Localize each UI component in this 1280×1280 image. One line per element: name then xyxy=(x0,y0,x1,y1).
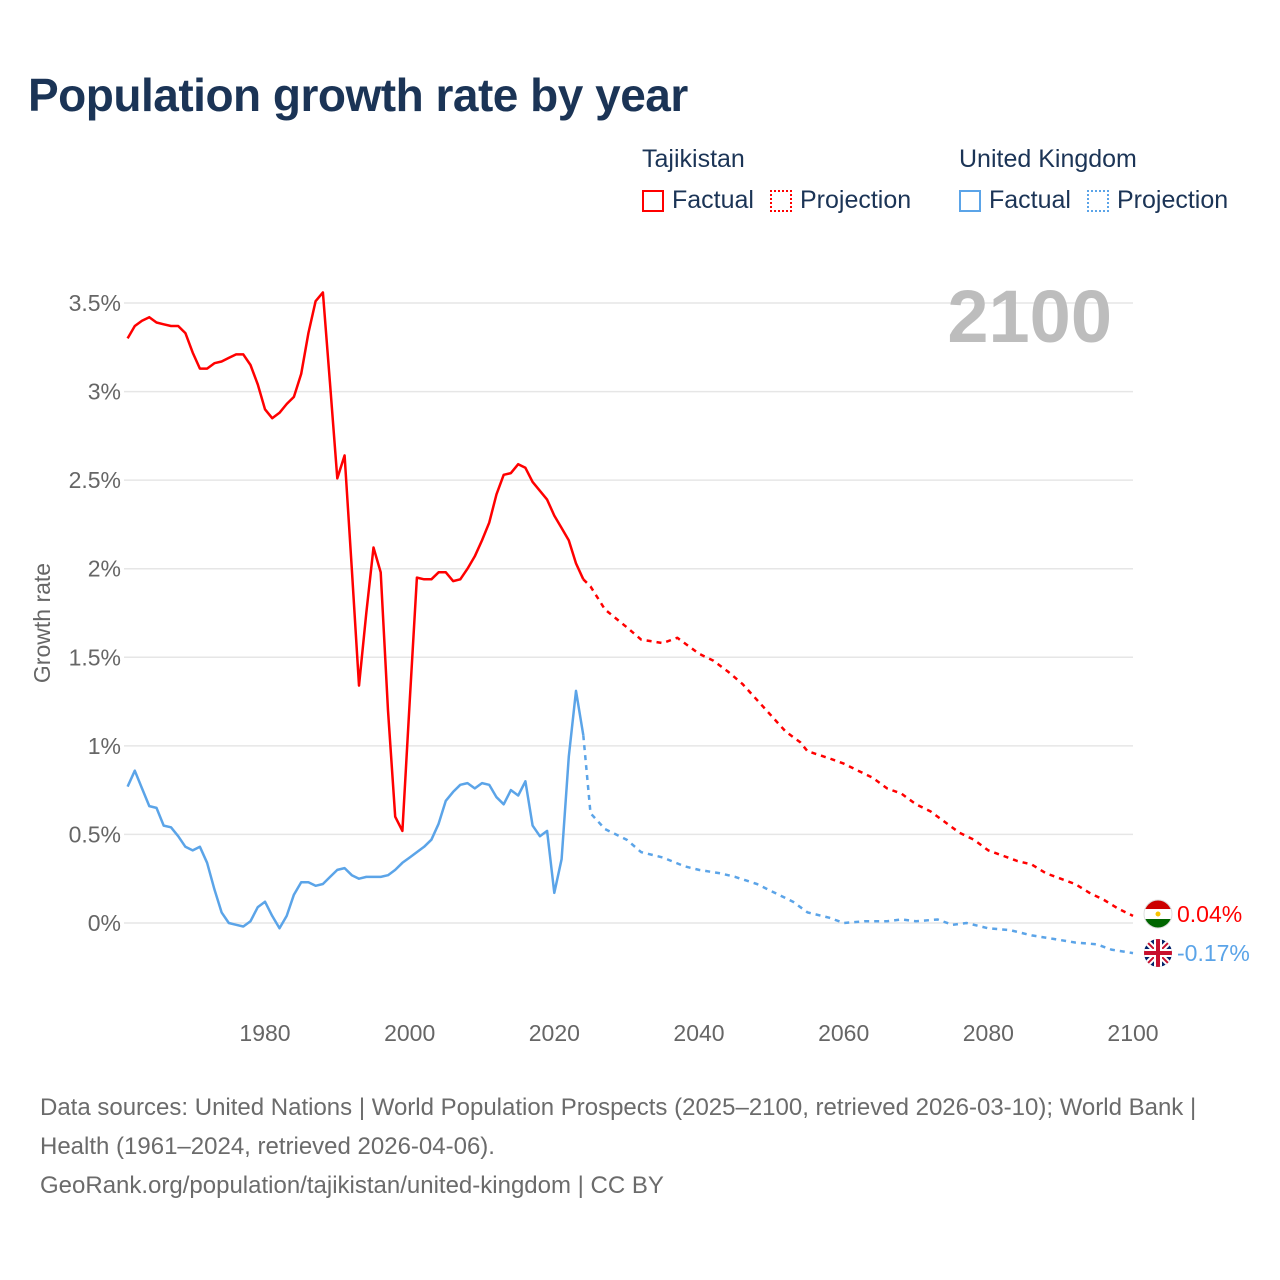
dotted-swatch-icon xyxy=(1086,189,1109,212)
legend-country-name: Tajikistan xyxy=(642,145,745,173)
legend-tajikistan-factual[interactable]: Factual xyxy=(642,186,754,215)
legend-label: Factual xyxy=(672,186,754,214)
dotted-swatch-icon xyxy=(769,189,792,212)
x-tick-label: 2020 xyxy=(529,1020,580,1046)
legend-label: Factual xyxy=(989,186,1071,214)
legend-uk-factual[interactable]: Factual xyxy=(959,186,1071,215)
x-tick-label: 2080 xyxy=(963,1020,1014,1046)
x-tick-label: 2040 xyxy=(673,1020,724,1046)
x-tick-label: 2060 xyxy=(818,1020,869,1046)
legend-label: Projection xyxy=(799,186,912,214)
series-united-kingdom-projection xyxy=(582,735,1134,955)
uk-end-label: -0.17% xyxy=(1177,940,1250,966)
chart-title: Population growth rate by year xyxy=(28,69,688,121)
footer: Data sources: United Nations | World Pop… xyxy=(40,1088,1240,1205)
y-tick-label: 2.5% xyxy=(69,467,121,493)
uk-flag-icon xyxy=(1144,939,1172,967)
legend-tajikistan: Tajikistan Factual Projection xyxy=(642,145,927,215)
series-tajikistan-projection xyxy=(582,578,1134,918)
legend-united-kingdom: United Kingdom Factual Projection xyxy=(959,145,1244,215)
solid-swatch-icon xyxy=(959,189,981,212)
tajikistan-end-label: 0.04% xyxy=(1177,901,1242,927)
y-tick-label: 3.5% xyxy=(69,290,121,316)
solid-swatch-icon xyxy=(642,189,664,212)
legend-tajikistan-projection[interactable]: Projection xyxy=(769,186,912,215)
y-tick-label: 1.5% xyxy=(69,644,121,670)
source-link[interactable]: GeoRank.org/population/tajikistan/united… xyxy=(40,1172,664,1199)
legend-uk-projection[interactable]: Projection xyxy=(1086,186,1229,215)
y-tick-label: 0% xyxy=(88,910,121,936)
x-tick-label: 2100 xyxy=(1107,1020,1158,1046)
y-axis-label: Growth rate xyxy=(29,563,55,683)
legend-country-name: United Kingdom xyxy=(959,145,1137,173)
data-sources: Data sources: United Nations | World Pop… xyxy=(40,1094,1197,1160)
year-watermark: 2100 xyxy=(947,275,1112,358)
y-tick-label: 2% xyxy=(88,556,121,582)
x-tick-label: 2000 xyxy=(384,1020,435,1046)
series-united-kingdom-factual xyxy=(126,689,585,930)
legend-label: Projection xyxy=(1116,186,1229,214)
y-tick-label: 0.5% xyxy=(69,821,121,847)
y-tick-label: 1% xyxy=(88,733,121,759)
series-tajikistan-factual xyxy=(126,291,585,833)
y-tick-label: 3% xyxy=(88,379,121,405)
tajikistan-flag-icon xyxy=(1143,899,1173,929)
x-tick-label: 1980 xyxy=(239,1020,290,1046)
